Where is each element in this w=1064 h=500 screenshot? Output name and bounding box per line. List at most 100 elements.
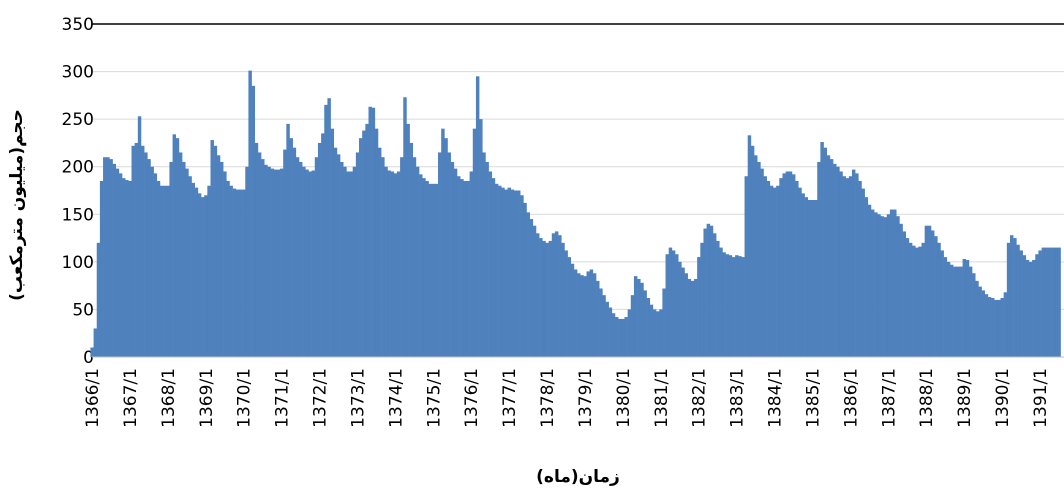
bar — [814, 200, 818, 357]
bar — [558, 235, 562, 357]
bar — [355, 152, 360, 357]
bar — [776, 185, 780, 357]
bar — [842, 176, 846, 357]
bar — [191, 182, 195, 357]
bar — [308, 171, 312, 357]
bar — [267, 166, 271, 357]
bar — [975, 280, 979, 357]
bar — [362, 130, 366, 357]
bar — [280, 168, 284, 357]
bar — [570, 263, 575, 357]
bar — [245, 166, 249, 357]
bar — [605, 301, 609, 357]
bar — [125, 180, 129, 357]
bar — [836, 166, 840, 357]
bar — [491, 178, 496, 357]
bar — [1028, 261, 1033, 357]
bar — [453, 168, 458, 357]
bar — [763, 176, 767, 357]
bar — [276, 169, 281, 357]
bar — [507, 187, 511, 357]
x-tick-label: 1384/1 — [766, 368, 786, 428]
bar — [425, 180, 429, 357]
bar — [327, 98, 331, 357]
bar — [627, 309, 632, 357]
bar — [387, 170, 391, 357]
y-tick-label: 250 — [62, 110, 94, 130]
bar — [915, 247, 919, 357]
bar — [289, 138, 293, 357]
bar — [513, 190, 518, 357]
bar — [785, 171, 790, 357]
x-tick-label: 1377/1 — [500, 368, 520, 428]
bar — [681, 267, 685, 357]
bar — [893, 209, 897, 357]
bar — [567, 257, 572, 357]
bar — [561, 242, 565, 357]
bar — [823, 147, 827, 357]
x-tick-label: 1380/1 — [614, 368, 634, 428]
bar — [166, 185, 170, 357]
x-tick-label: 1372/1 — [311, 368, 331, 428]
bar — [649, 304, 654, 357]
bar — [532, 225, 537, 357]
bar — [270, 168, 274, 357]
bar — [365, 123, 369, 358]
bar — [592, 273, 597, 357]
x-tick-label: 1381/1 — [652, 368, 672, 428]
bar — [554, 231, 559, 357]
bar — [946, 261, 951, 357]
y-tick-label: 50 — [72, 300, 94, 320]
x-tick-label: 1369/1 — [197, 368, 217, 428]
bar — [810, 200, 815, 357]
bar — [962, 259, 967, 357]
bar — [943, 257, 948, 357]
bar — [321, 133, 325, 357]
bar — [757, 161, 761, 357]
bar — [106, 157, 110, 357]
bar — [795, 180, 799, 357]
bar — [229, 185, 233, 357]
bar — [668, 247, 673, 357]
bar — [147, 159, 151, 357]
bar — [656, 311, 660, 357]
bar — [589, 269, 594, 357]
bar — [314, 157, 319, 357]
bar — [997, 299, 1001, 357]
bar — [292, 147, 297, 357]
bar — [118, 173, 123, 357]
bar — [611, 313, 616, 357]
x-tick-label: 1374/1 — [386, 368, 406, 428]
bar — [987, 297, 992, 357]
bar — [858, 180, 862, 357]
x-tick-label: 1376/1 — [462, 368, 482, 428]
bar — [1013, 238, 1017, 357]
bar — [90, 347, 94, 357]
bar — [415, 166, 420, 357]
bar — [1035, 254, 1039, 357]
bar — [953, 266, 957, 357]
bar — [103, 157, 107, 357]
bar — [406, 123, 410, 358]
bar — [861, 188, 865, 357]
bar — [690, 280, 695, 357]
bar — [1016, 244, 1020, 357]
x-tick-label: 1370/1 — [235, 368, 255, 428]
bar — [662, 288, 666, 357]
bar — [238, 189, 243, 357]
bar — [302, 166, 306, 357]
bar — [295, 157, 300, 357]
bar — [735, 255, 739, 357]
bar — [529, 219, 534, 357]
x-tick-label: 1367/1 — [121, 368, 141, 428]
bar — [346, 171, 350, 357]
bar — [466, 180, 470, 357]
bar — [504, 189, 508, 357]
bar — [311, 170, 316, 357]
bar — [833, 163, 837, 357]
bar — [671, 250, 676, 357]
x-tick-label: 1389/1 — [955, 368, 975, 428]
bar — [608, 307, 613, 357]
y-tick-label: 300 — [62, 63, 94, 83]
bar — [172, 134, 177, 357]
